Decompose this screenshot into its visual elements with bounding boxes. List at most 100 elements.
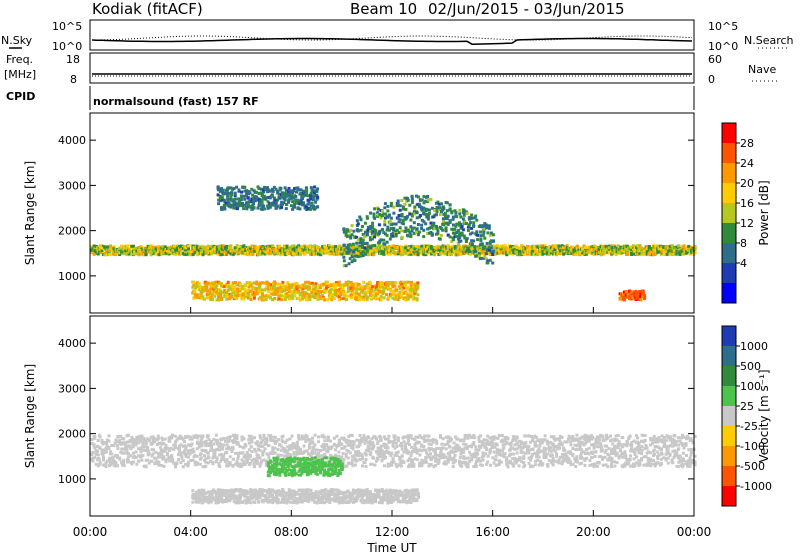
heatmap-cell [152,453,155,456]
heatmap-cell [293,253,296,256]
heatmap-cell [308,202,311,205]
heatmap-cell [211,462,214,465]
heatmap-cell [334,245,337,248]
heatmap-cell [417,195,420,198]
heatmap-cell [407,235,410,238]
heatmap-cell [395,233,398,236]
heatmap-cell [108,440,111,443]
heatmap-cell [137,460,140,463]
heatmap-cell [141,459,144,462]
heatmap-cell [294,195,297,198]
heatmap-cell [300,188,303,191]
heatmap-cell [297,188,300,191]
power-panel [90,113,697,313]
heatmap-cell [158,461,161,464]
heatmap-cell [352,291,355,294]
heatmap-cell [243,198,246,201]
heatmap-cell [373,213,376,216]
heatmap-cell [426,195,429,198]
heatmap-cell [126,444,129,447]
heatmap-cell [281,440,284,443]
freq-tick-top: 18 [66,53,80,66]
heatmap-cell [392,206,395,209]
heatmap-cell [403,203,406,206]
heatmap-cell [436,232,439,235]
heatmap-cell [116,435,119,438]
heatmap-cell [98,457,101,460]
heatmap-cell [440,202,443,205]
heatmap-cell [246,451,249,454]
heatmap-cell [221,196,224,199]
heatmap-cell [173,245,176,248]
heatmap-cell [357,222,360,225]
heatmap-cell [261,200,264,203]
heatmap-cell [489,259,492,262]
heatmap-cell [146,459,149,462]
heatmap-cell [476,238,479,241]
heatmap-cell [262,205,265,208]
heatmap-cell [158,442,161,445]
heatmap-cell [266,440,269,443]
heatmap-cell [248,442,251,445]
heatmap-cell [252,253,255,256]
heatmap-cell [178,447,181,450]
heatmap-cell [116,464,119,467]
heatmap-cell [469,221,472,224]
heatmap-cell [444,212,447,215]
heatmap-cell [171,434,174,437]
heatmap-cell [99,447,102,450]
heatmap-cell [369,212,372,215]
heatmap-cell [404,208,407,211]
heatmap-cell [482,234,485,237]
heatmap-cell [99,461,102,464]
heatmap-cell [458,209,461,212]
heatmap-cell [348,262,351,265]
heatmap-cell [449,203,452,206]
heatmap-cell [395,223,398,226]
heatmap-cell [222,437,225,440]
heatmap-cell [269,206,272,209]
heatmap-cell [325,290,328,293]
heatmap-cell [466,237,469,240]
heatmap-cell [455,215,458,218]
heatmap-cell [424,213,427,216]
heatmap-cell [402,222,405,225]
heatmap-cell [182,459,185,462]
heatmap-cell [250,435,253,438]
heatmap-cell [439,238,442,241]
heatmap-cell [373,207,376,210]
heatmap-cell [357,230,360,233]
heatmap-cell [491,262,494,265]
heatmap-cell [207,452,210,455]
heatmap-cell [145,465,148,468]
heatmap-cell [383,223,386,226]
heatmap-cell [351,224,354,227]
heatmap-cell [206,290,209,293]
heatmap-cell [268,456,271,459]
heatmap-cell [482,231,485,234]
heatmap-cell [449,207,452,210]
heatmap-cell [445,226,448,229]
heatmap-cell [162,455,165,458]
heatmap-cell [214,451,217,454]
heatmap-cell [366,283,369,286]
heatmap-cell [424,222,427,225]
heatmap-cell [383,296,386,299]
heatmap-cell [110,453,113,456]
heatmap-cell [435,213,438,216]
heatmap-cell [280,206,283,209]
heatmap-cell [236,437,239,440]
heatmap-cell [120,447,123,450]
heatmap-cell [243,186,246,189]
heatmap-cell [471,217,474,220]
heatmap-cell [218,465,221,468]
heatmap-cell [380,295,383,298]
heatmap-cell [409,219,412,222]
heatmap-cell [475,254,478,257]
heatmap-cell [427,216,430,219]
heatmap-cell [249,462,252,465]
heatmap-cell [421,198,424,201]
heatmap-cell [122,459,125,462]
heatmap-cell [224,440,227,443]
freq-frame [90,53,694,83]
